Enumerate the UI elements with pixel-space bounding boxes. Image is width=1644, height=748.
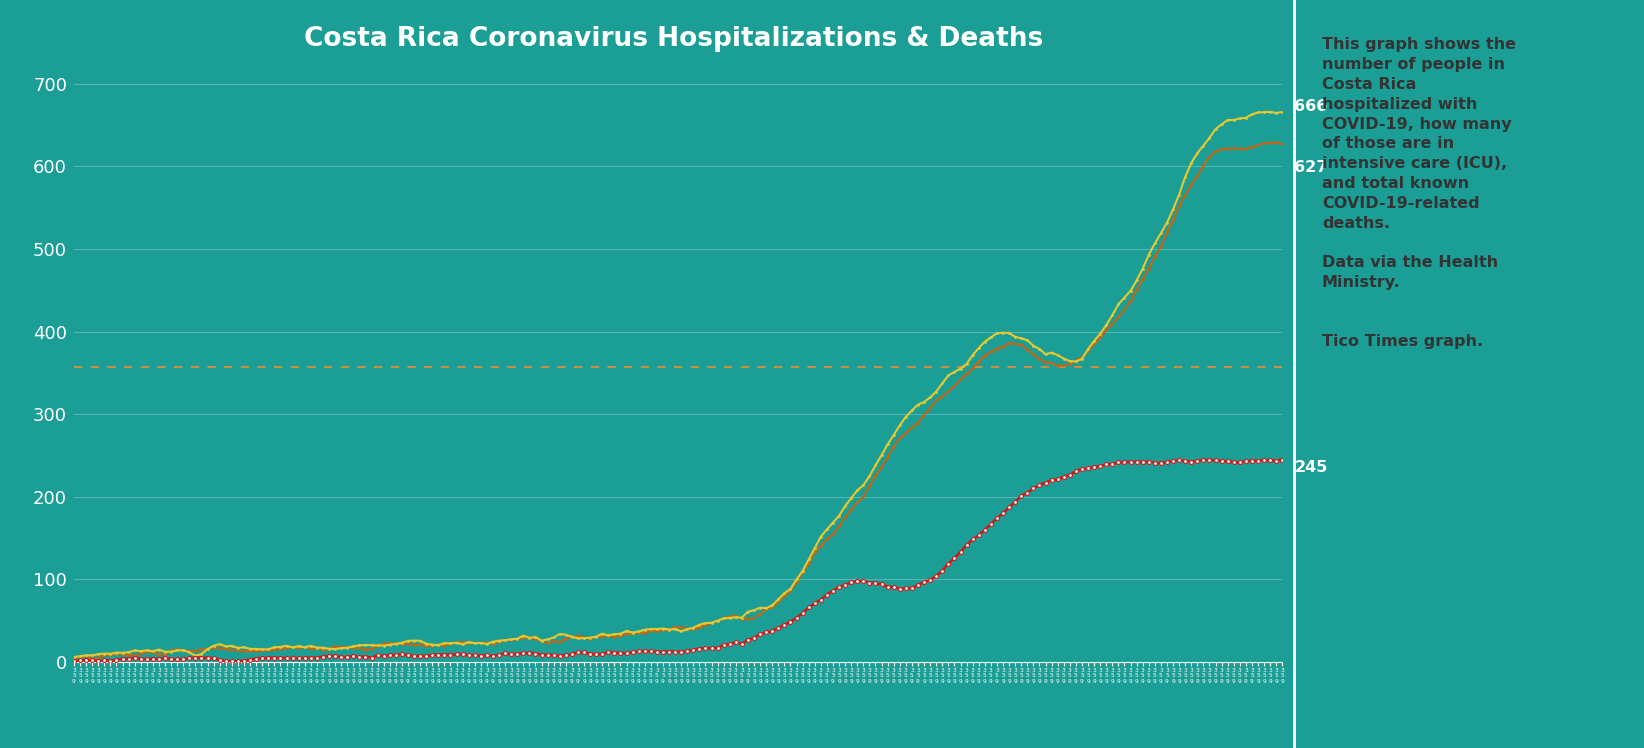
Curently in ICU — [294, 643, 314, 652]
Currently hospitalized — [1261, 107, 1281, 116]
Text: Costa Rica Coronavirus Hospitalizations & Deaths: Costa Rica Coronavirus Hospitalizations … — [304, 26, 1044, 52]
Curently in ICU — [1175, 191, 1195, 200]
Total Deaths — [64, 657, 84, 666]
Currently hospitalized — [64, 652, 84, 661]
Line: Curently in ICU: Curently in ICU — [72, 141, 1284, 660]
Total Deaths — [143, 654, 163, 663]
Curently in ICU — [1272, 140, 1292, 149]
Currently hospitalized — [1169, 190, 1189, 199]
Curently in ICU — [64, 653, 84, 662]
Total Deaths — [1272, 455, 1292, 464]
Total Deaths — [89, 657, 109, 666]
Text: 666: 666 — [1294, 99, 1328, 114]
Curently in ICU — [1266, 138, 1286, 147]
Currently hospitalized — [136, 646, 156, 654]
Curently in ICU — [118, 651, 138, 660]
Total Deaths — [391, 650, 411, 659]
Total Deaths — [118, 654, 138, 663]
Currently hospitalized — [289, 642, 309, 651]
Total Deaths — [1175, 456, 1195, 465]
Line: Currently hospitalized: Currently hospitalized — [72, 111, 1284, 658]
Curently in ICU — [1218, 144, 1238, 153]
Total Deaths — [294, 654, 314, 663]
Curently in ICU — [391, 640, 411, 649]
Curently in ICU — [82, 654, 102, 663]
Line: Total Deaths: Total Deaths — [72, 458, 1284, 663]
Text: 627: 627 — [1294, 160, 1328, 175]
Curently in ICU — [143, 648, 163, 657]
Currently hospitalized — [1272, 108, 1292, 117]
Text: This graph shows the
number of people in
Costa Rica
hospitalized with
COVID-19, : This graph shows the number of people in… — [1322, 37, 1516, 349]
ICU Capacity — [71, 363, 90, 372]
Currently hospitalized — [386, 640, 406, 649]
Text: 245: 245 — [1294, 460, 1328, 476]
Currently hospitalized — [113, 649, 133, 657]
Currently hospitalized — [1212, 120, 1231, 129]
ICU Capacity — [64, 363, 84, 372]
Total Deaths — [1218, 457, 1238, 466]
